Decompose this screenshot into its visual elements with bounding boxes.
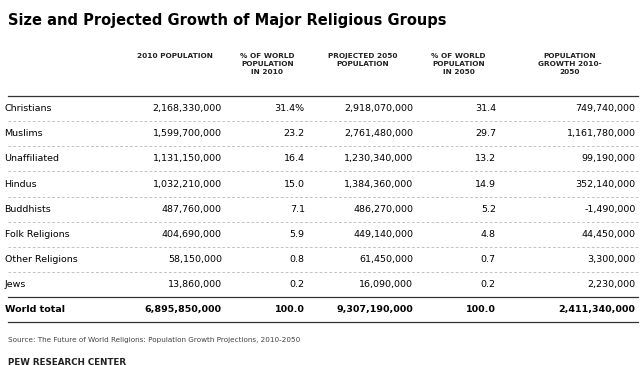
Text: 99,190,000: 99,190,000 xyxy=(581,154,636,164)
Text: 0.2: 0.2 xyxy=(481,280,496,289)
Text: 14.9: 14.9 xyxy=(475,180,496,188)
Text: 1,599,700,000: 1,599,700,000 xyxy=(153,130,222,138)
Text: 352,140,000: 352,140,000 xyxy=(575,180,636,188)
Text: 4.8: 4.8 xyxy=(481,230,496,239)
Text: 1,384,360,000: 1,384,360,000 xyxy=(344,180,413,188)
Text: 13,860,000: 13,860,000 xyxy=(168,280,222,289)
Text: -1,490,000: -1,490,000 xyxy=(584,204,636,214)
Text: 15.0: 15.0 xyxy=(284,180,305,188)
Text: 5.9: 5.9 xyxy=(290,230,305,239)
Text: 0.7: 0.7 xyxy=(481,254,496,264)
Text: Christians: Christians xyxy=(4,104,52,114)
Text: 16,090,000: 16,090,000 xyxy=(359,280,413,289)
Text: 486,270,000: 486,270,000 xyxy=(353,204,413,214)
Text: 16.4: 16.4 xyxy=(284,154,305,164)
Text: 100.0: 100.0 xyxy=(275,304,305,314)
Text: 61,450,000: 61,450,000 xyxy=(359,254,413,264)
Text: 13.2: 13.2 xyxy=(475,154,496,164)
Text: World total: World total xyxy=(4,304,65,314)
Text: 2,411,340,000: 2,411,340,000 xyxy=(559,304,636,314)
Text: PEW RESEARCH CENTER: PEW RESEARCH CENTER xyxy=(8,358,126,365)
Text: 9,307,190,000: 9,307,190,000 xyxy=(336,304,413,314)
Text: 2,761,480,000: 2,761,480,000 xyxy=(344,130,413,138)
Text: 2,230,000: 2,230,000 xyxy=(588,280,636,289)
Text: % OF WORLD
POPULATION
IN 2050: % OF WORLD POPULATION IN 2050 xyxy=(431,53,486,74)
Text: Source: The Future of World Religions: Population Growth Projections, 2010-2050: Source: The Future of World Religions: P… xyxy=(8,337,300,343)
Text: Folk Religions: Folk Religions xyxy=(4,230,69,239)
Text: 7.1: 7.1 xyxy=(290,204,305,214)
Text: 0.2: 0.2 xyxy=(290,280,305,289)
Text: 58,150,000: 58,150,000 xyxy=(168,254,222,264)
Text: POPULATION
GROWTH 2010-
2050: POPULATION GROWTH 2010- 2050 xyxy=(538,53,602,74)
Text: Size and Projected Growth of Major Religious Groups: Size and Projected Growth of Major Relig… xyxy=(8,13,446,28)
Text: 5.2: 5.2 xyxy=(481,204,496,214)
Text: Other Religions: Other Religions xyxy=(4,254,77,264)
Text: 100.0: 100.0 xyxy=(466,304,496,314)
Text: 449,140,000: 449,140,000 xyxy=(353,230,413,239)
Text: 29.7: 29.7 xyxy=(475,130,496,138)
Text: 3,300,000: 3,300,000 xyxy=(587,254,636,264)
Text: 1,131,150,000: 1,131,150,000 xyxy=(153,154,222,164)
Text: 487,760,000: 487,760,000 xyxy=(162,204,222,214)
Text: 6,895,850,000: 6,895,850,000 xyxy=(145,304,222,314)
Text: 1,230,340,000: 1,230,340,000 xyxy=(344,154,413,164)
Text: 44,450,000: 44,450,000 xyxy=(581,230,636,239)
Text: % OF WORLD
POPULATION
IN 2010: % OF WORLD POPULATION IN 2010 xyxy=(240,53,294,74)
Text: 2,918,070,000: 2,918,070,000 xyxy=(344,104,413,114)
Text: 31.4: 31.4 xyxy=(475,104,496,114)
Text: PROJECTED 2050
POPULATION: PROJECTED 2050 POPULATION xyxy=(328,53,398,67)
Text: 2010 POPULATION: 2010 POPULATION xyxy=(137,53,213,59)
Text: Hindus: Hindus xyxy=(4,180,37,188)
Text: 31.4%: 31.4% xyxy=(275,104,305,114)
Text: 1,161,780,000: 1,161,780,000 xyxy=(566,130,636,138)
Text: Jews: Jews xyxy=(4,280,26,289)
Text: Muslims: Muslims xyxy=(4,130,44,138)
Text: 0.8: 0.8 xyxy=(290,254,305,264)
Text: 2,168,330,000: 2,168,330,000 xyxy=(152,104,222,114)
Text: 404,690,000: 404,690,000 xyxy=(162,230,222,239)
Text: 749,740,000: 749,740,000 xyxy=(575,104,636,114)
Text: Unaffiliated: Unaffiliated xyxy=(4,154,60,164)
Text: 23.2: 23.2 xyxy=(284,130,305,138)
Text: 1,032,210,000: 1,032,210,000 xyxy=(153,180,222,188)
Text: Buddhists: Buddhists xyxy=(4,204,51,214)
